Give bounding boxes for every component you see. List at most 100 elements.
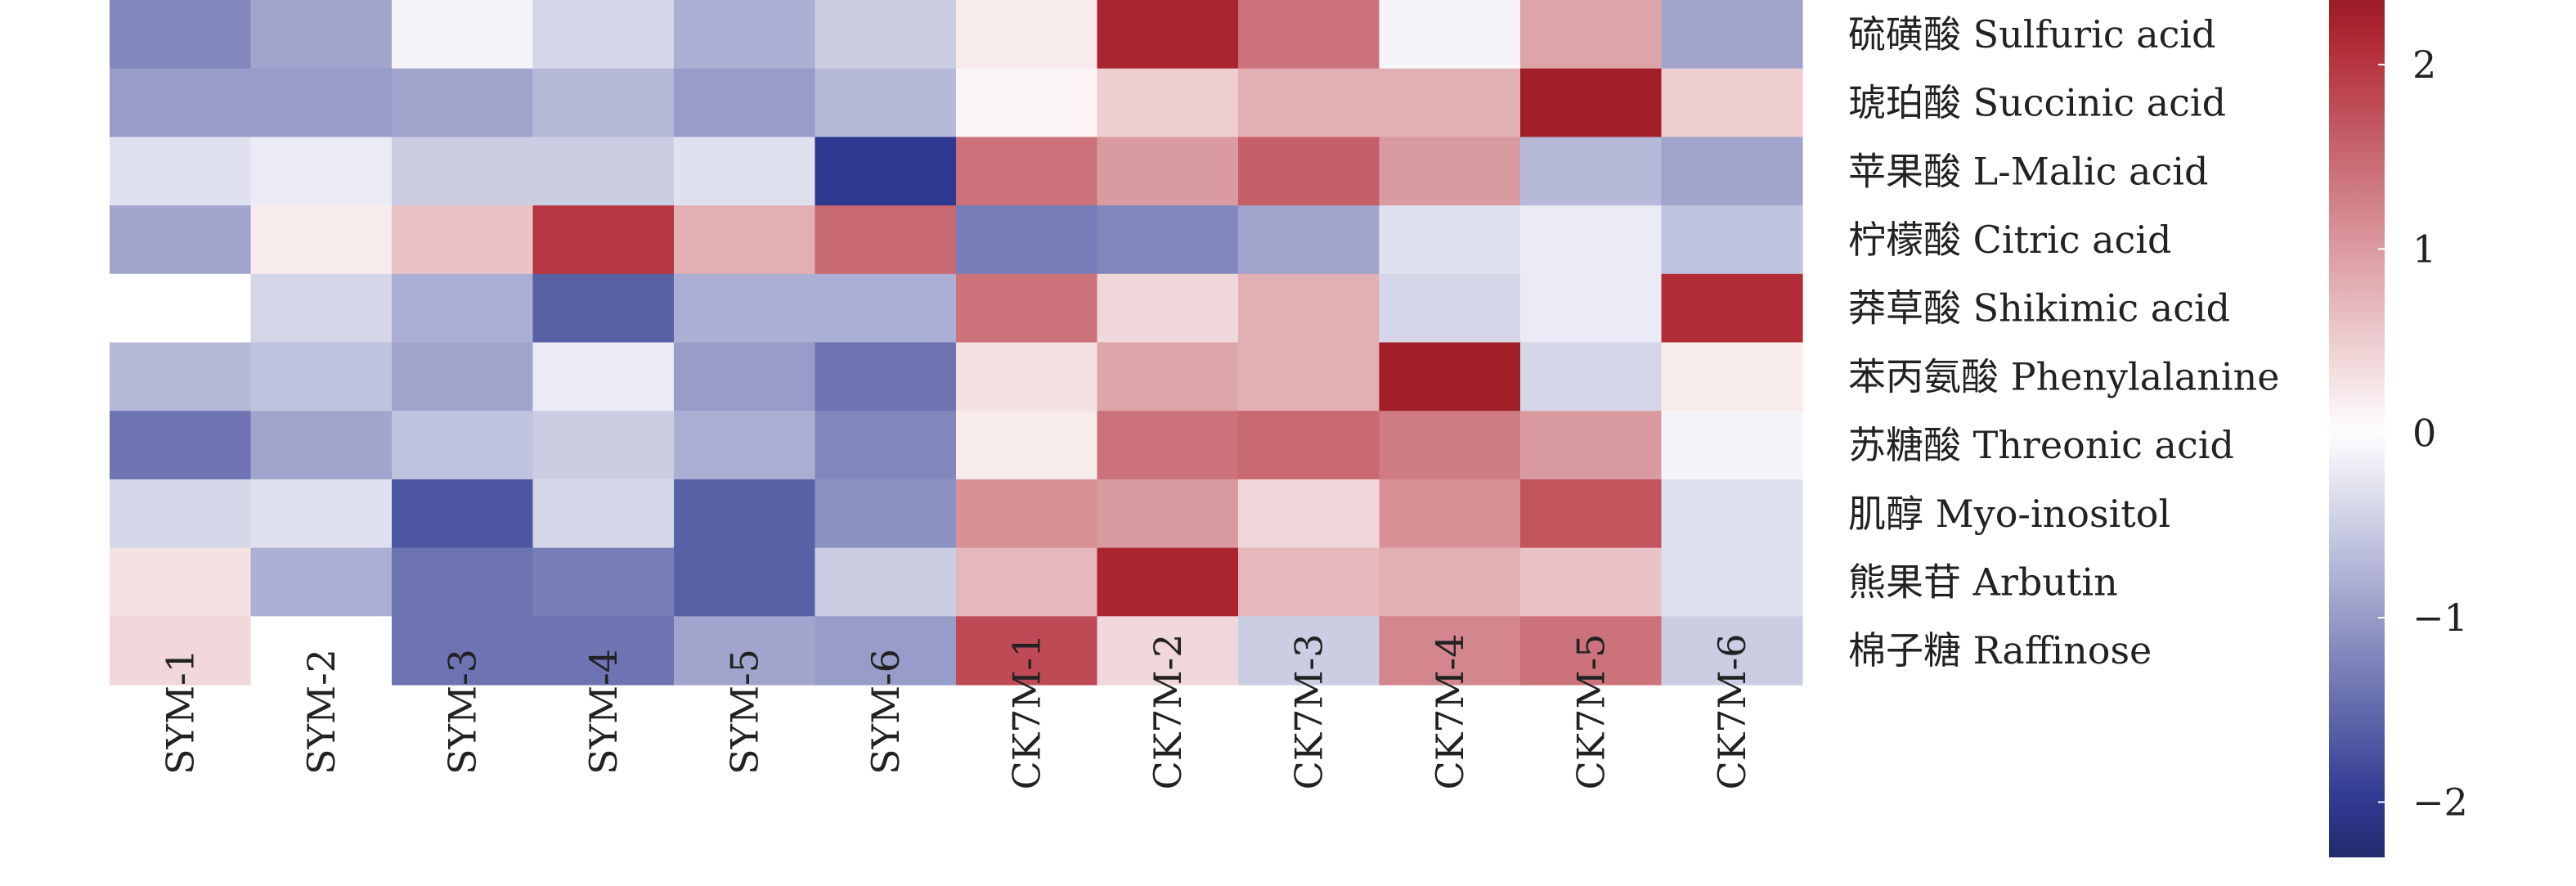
heatmap-cell: [1379, 137, 1521, 206]
heatmap-cell: [392, 137, 534, 206]
heatmap-cell: [1661, 342, 1803, 412]
column-label: CK7M-1: [1004, 634, 1048, 790]
heatmap-cell: [1520, 205, 1663, 275]
row-label: 琥珀酸 Succinic acid: [1848, 81, 2226, 125]
colorbar-tick-label: 0: [2412, 412, 2436, 456]
heatmap-cell: [1520, 273, 1663, 344]
heatmap-cell: [250, 342, 393, 412]
heatmap-cell: [1238, 479, 1380, 549]
column-label: CK7M-5: [1568, 634, 1613, 790]
heatmap-cell: [1097, 616, 1239, 686]
heatmap-cell: [815, 479, 957, 549]
heatmap-cell: [250, 547, 393, 617]
heatmap-cell: [1661, 68, 1803, 137]
heatmap-cell: [1097, 205, 1239, 275]
colorbar-tick-label: 1: [2412, 227, 2436, 271]
heatmap-cell: [815, 273, 957, 344]
heatmap-cell: [1238, 137, 1380, 206]
heatmap-cell: [250, 205, 393, 275]
heatmap-cell: [392, 547, 534, 617]
column-label: CK7M-2: [1146, 634, 1190, 790]
heatmap-cell: [1661, 479, 1803, 549]
row-label: 硫磺酸 Sulfuric acid: [1848, 12, 2216, 56]
heatmap-cell: [1520, 411, 1663, 480]
heatmap-cell: [250, 616, 393, 686]
heatmap-cell: [1238, 342, 1380, 412]
column-label: SYM-6: [864, 649, 908, 775]
heatmap-cell: [392, 68, 534, 137]
heatmap-cell: [1520, 616, 1663, 686]
heatmap-cell: [532, 547, 675, 617]
heatmap-cell: [1097, 342, 1239, 412]
heatmap-cell: [1379, 479, 1521, 549]
heatmap-cell: [956, 137, 1098, 206]
heatmap-cell: [110, 547, 252, 617]
heatmap-cell: [110, 0, 252, 70]
heatmap-cell: [532, 0, 675, 70]
heatmap-cell: [392, 273, 534, 344]
heatmap-cell: [956, 479, 1098, 549]
row-label: 棉子糖 Raffinose: [1848, 628, 2152, 672]
heatmap-cell: [110, 479, 252, 549]
heatmap-cells: [110, 0, 1803, 686]
heatmap-cell: [250, 273, 393, 344]
heatmap-cell: [956, 205, 1098, 275]
heatmap-cell: [1097, 137, 1239, 206]
heatmap-cell: [956, 68, 1098, 137]
row-labels: 硫磺酸 Sulfuric acid 琥珀酸 Succinic acid 苹果酸 L-…: [1848, 12, 2280, 672]
heatmap-cell: [532, 616, 675, 686]
heatmap-cell: [532, 68, 675, 137]
heatmap-cell: [532, 411, 675, 480]
heatmap-cell: [392, 205, 534, 275]
heatmap-cell: [110, 68, 252, 137]
heatmap-cell: [1520, 0, 1663, 70]
heatmap-cell: [1097, 411, 1239, 480]
heatmap-cell: [110, 616, 252, 686]
heatmap-cell: [815, 68, 957, 137]
heatmap-cell: [250, 68, 393, 137]
heatmap-cell: [1661, 616, 1803, 686]
heatmap-cell: [815, 411, 957, 480]
heatmap-cell: [532, 342, 675, 412]
heatmap-cell: [1379, 273, 1521, 344]
heatmap-cell: [392, 479, 534, 549]
row-label: 苯丙氨酸 Phenylalanine: [1848, 354, 2280, 398]
heatmap-cell: [532, 273, 675, 344]
heatmap-cell: [815, 205, 957, 275]
heatmap-cell: [110, 342, 252, 412]
heatmap-cell: [1379, 0, 1521, 70]
heatmap-cell: [1661, 137, 1803, 206]
heatmap-cell: [250, 137, 393, 206]
heatmap-cell: [674, 547, 816, 617]
column-label: SYM-3: [440, 649, 484, 775]
heatmap-cell: [1661, 205, 1803, 275]
heatmap-cell: [250, 411, 393, 480]
heatmap-cell: [532, 205, 675, 275]
heatmap-cell: [1097, 0, 1239, 70]
heatmap-cell: [1379, 547, 1521, 617]
heatmap-cell: [250, 479, 393, 549]
row-label: 莽草酸 Shikimic acid: [1848, 286, 2230, 331]
row-label: 苹果酸 L-Malic acid: [1848, 149, 2208, 193]
heatmap-cell: [674, 273, 816, 344]
heatmap-cell: [1661, 0, 1803, 70]
heatmap-cell: [956, 273, 1098, 344]
colorbar-gradient: [2329, 0, 2385, 857]
heatmap-cell: [674, 616, 816, 686]
heatmap-cell: [110, 137, 252, 206]
heatmap-cell: [1097, 273, 1239, 344]
column-label: CK7M-3: [1286, 634, 1331, 790]
heatmap-cell: [1238, 547, 1380, 617]
heatmap-cell: [1379, 68, 1521, 137]
heatmap-cell: [1097, 68, 1239, 137]
colorbar-tick-label: −1: [2412, 596, 2468, 640]
heatmap-cell: [110, 411, 252, 480]
heatmap-cell: [1661, 547, 1803, 617]
heatmap-cell: [815, 547, 957, 617]
heatmap-cell: [674, 479, 816, 549]
heatmap-cell: [674, 0, 816, 70]
heatmap-cell: [1379, 411, 1521, 480]
heatmap-cell: [1238, 0, 1380, 70]
row-label: 苏糖酸 Threonic acid: [1848, 423, 2234, 467]
heatmap-cell: [674, 68, 816, 137]
